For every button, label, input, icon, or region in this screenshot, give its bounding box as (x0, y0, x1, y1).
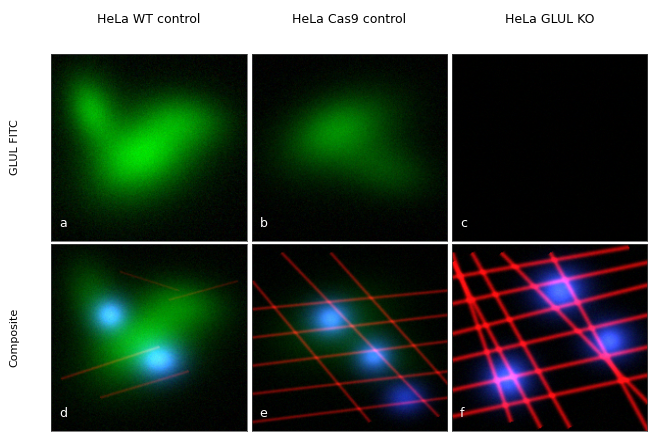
Text: e: e (259, 407, 267, 420)
Text: a: a (59, 216, 67, 229)
Text: HeLa WT control: HeLa WT control (98, 13, 201, 26)
Text: HeLa Cas9 control: HeLa Cas9 control (292, 13, 406, 26)
Text: c: c (460, 216, 467, 229)
Text: GLUL FITC: GLUL FITC (10, 120, 20, 175)
Text: d: d (59, 407, 67, 420)
Text: f: f (460, 407, 465, 420)
Text: Composite: Composite (10, 308, 20, 367)
Text: HeLa GLUL KO: HeLa GLUL KO (505, 13, 595, 26)
Text: b: b (259, 216, 267, 229)
